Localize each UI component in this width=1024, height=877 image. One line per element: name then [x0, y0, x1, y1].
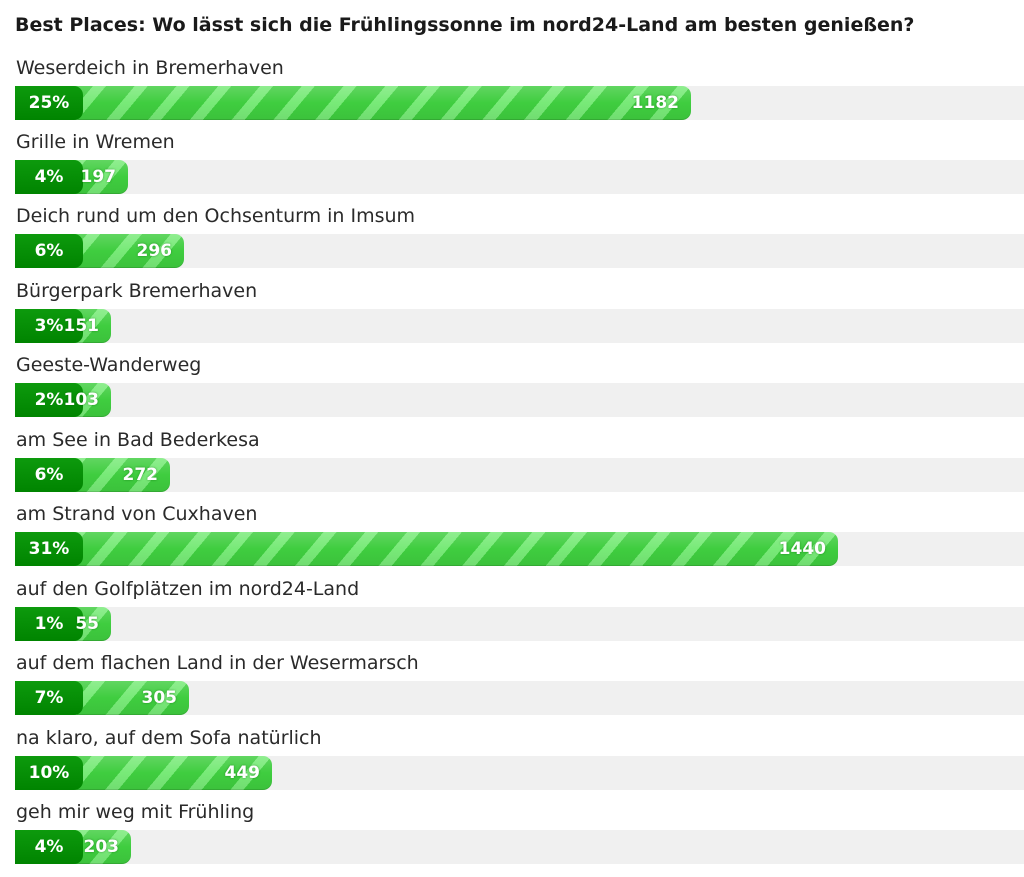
vote-count: 449	[224, 763, 261, 783]
result-bar-track: 6% 272	[15, 458, 1024, 492]
result-bar: 6% 296	[15, 234, 184, 268]
percent-badge: 25%	[15, 86, 83, 120]
poll-option: Deich rund um den Ochsenturm in Imsum 6%…	[15, 203, 1024, 277]
poll-title: Best Places: Wo lässt sich die Frühlings…	[15, 14, 915, 36]
poll-option: Grille in Wremen 4% 197	[15, 129, 1024, 203]
poll-option: auf dem flachen Land in der Wesermarsch …	[15, 650, 1024, 724]
vote-count: 55	[75, 614, 99, 634]
result-bar-track: 7% 305	[15, 681, 1024, 715]
vote-count: 151	[63, 316, 100, 336]
poll-option: geh mir weg mit Frühling 4% 203	[15, 799, 1024, 873]
option-label: Deich rund um den Ochsenturm in Imsum	[16, 205, 416, 227]
vote-count: 305	[141, 688, 178, 708]
result-bar-track: 4% 197	[15, 160, 1024, 194]
vote-count: 203	[83, 837, 120, 857]
poll-option: Weserdeich in Bremerhaven 25% 1182	[15, 55, 1024, 129]
vote-count: 1182	[631, 93, 679, 113]
result-bar: 6% 272	[15, 458, 170, 492]
poll-option: Bürgerpark Bremerhaven 3% 151	[15, 278, 1024, 352]
poll-option: auf den Golfplätzen im nord24-Land 1% 55	[15, 576, 1024, 650]
result-bar: 3% 151	[15, 309, 111, 343]
result-bar-track: 31% 1440	[15, 532, 1024, 566]
result-bar: 10% 449	[15, 756, 272, 790]
result-bar: 2% 103	[15, 383, 111, 417]
percent-badge: 6%	[15, 234, 83, 268]
percent-badge: 6%	[15, 458, 83, 492]
vote-count: 296	[136, 241, 173, 261]
result-bar: 4% 197	[15, 160, 128, 194]
percent-badge: 4%	[15, 830, 83, 864]
option-label: am Strand von Cuxhaven	[16, 503, 258, 525]
result-bar-track: 3% 151	[15, 309, 1024, 343]
vote-count: 1440	[778, 539, 826, 559]
option-label: auf dem flachen Land in der Wesermarsch	[16, 652, 419, 674]
result-bar-track: 2% 103	[15, 383, 1024, 417]
percent-badge: 4%	[15, 160, 83, 194]
result-bar-track: 6% 296	[15, 234, 1024, 268]
result-bar-track: 10% 449	[15, 756, 1024, 790]
result-bar: 1% 55	[15, 607, 111, 641]
option-label: Grille in Wremen	[16, 131, 175, 153]
poll-option: na klaro, auf dem Sofa natürlich 10% 449	[15, 725, 1024, 799]
percent-badge: 3%	[15, 309, 83, 343]
result-bar: 25% 1182	[15, 86, 691, 120]
poll-option: Geeste-Wanderweg 2% 103	[15, 352, 1024, 426]
option-label: Geeste-Wanderweg	[16, 354, 202, 376]
result-bar-track: 4% 203	[15, 830, 1024, 864]
percent-badge: 2%	[15, 383, 83, 417]
percent-badge: 7%	[15, 681, 83, 715]
option-label: am See in Bad Bederkesa	[16, 429, 260, 451]
option-label: na klaro, auf dem Sofa natürlich	[16, 727, 322, 749]
poll-option: am Strand von Cuxhaven 31% 1440	[15, 501, 1024, 575]
vote-count: 103	[63, 390, 100, 410]
option-label: Weserdeich in Bremerhaven	[16, 57, 284, 79]
poll-option: am See in Bad Bederkesa 6% 272	[15, 427, 1024, 501]
result-bar-track: 25% 1182	[15, 86, 1024, 120]
option-label: auf den Golfplätzen im nord24-Land	[16, 578, 360, 600]
result-bar: 31% 1440	[15, 532, 838, 566]
vote-count: 197	[80, 167, 117, 187]
result-bar-track: 1% 55	[15, 607, 1024, 641]
option-label: Bürgerpark Bremerhaven	[16, 280, 258, 302]
percent-badge: 1%	[15, 607, 83, 641]
result-bar: 7% 305	[15, 681, 189, 715]
percent-badge: 10%	[15, 756, 83, 790]
result-bar: 4% 203	[15, 830, 131, 864]
vote-count: 272	[122, 465, 159, 485]
percent-badge: 31%	[15, 532, 83, 566]
option-label: geh mir weg mit Frühling	[16, 801, 255, 823]
